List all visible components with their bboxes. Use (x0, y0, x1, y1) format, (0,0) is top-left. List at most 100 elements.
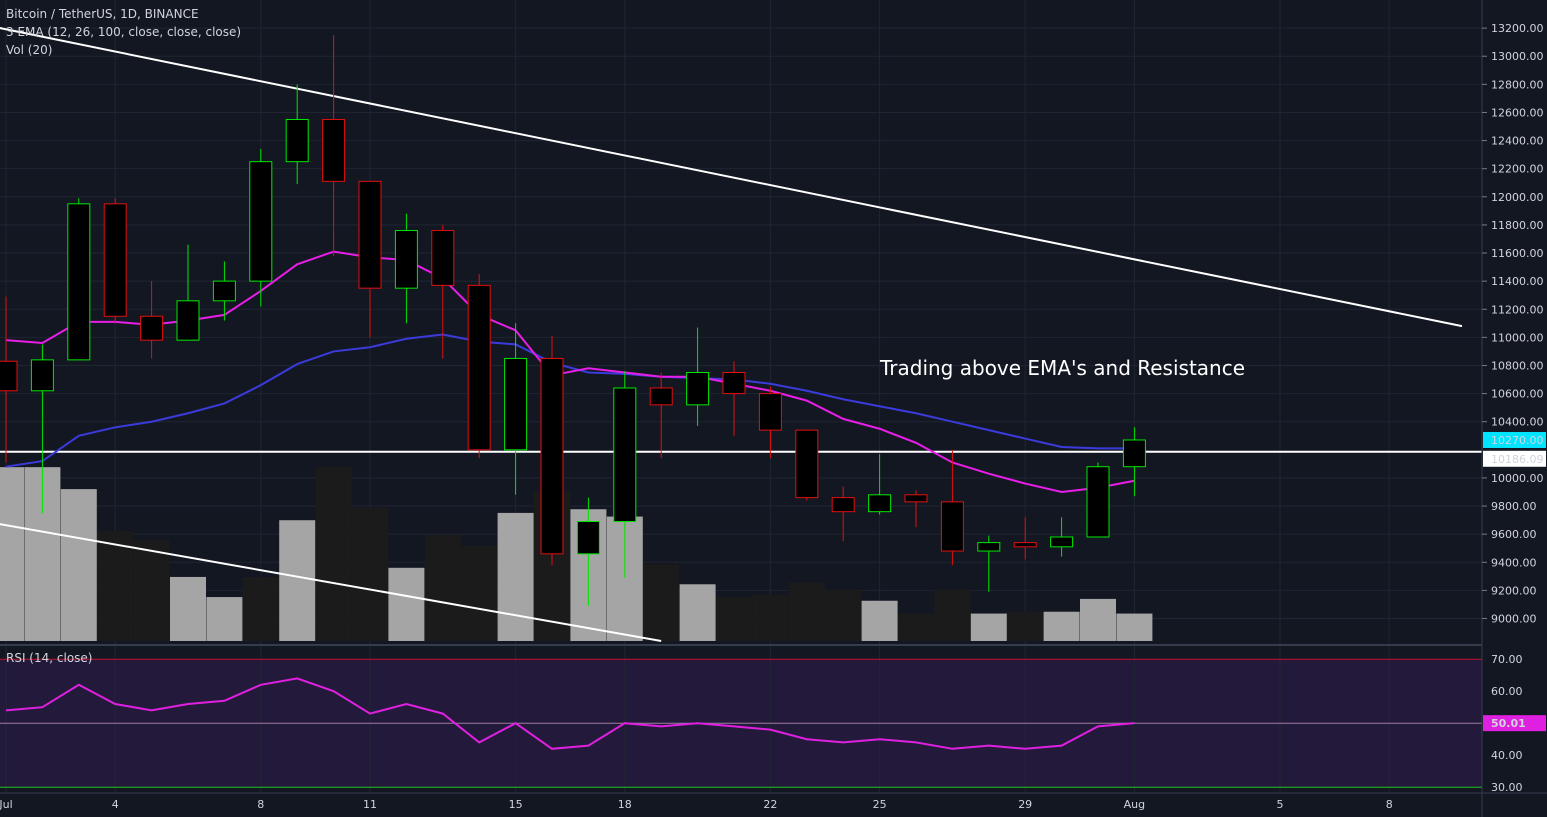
candle-18 (613, 371, 637, 578)
candle-7 (212, 261, 236, 321)
candle-body (358, 180, 382, 289)
volume-bar-13 (424, 534, 461, 641)
candle-23 (795, 429, 819, 501)
candle-body (758, 393, 782, 431)
rsi-current-box (1483, 715, 1546, 732)
volume-bar-4 (97, 531, 134, 641)
candle-body (649, 387, 673, 406)
candle-16 (540, 335, 564, 566)
candle-body (540, 357, 564, 555)
volume-bar-26 (898, 613, 934, 641)
candle-body (67, 203, 91, 361)
candle-15 (504, 323, 528, 495)
price-tick-label: 12000.00 (1491, 191, 1544, 204)
rsi-tick-label: 30.00 (1491, 781, 1523, 794)
volume-bar-27 (934, 589, 971, 641)
candle-14 (467, 274, 491, 459)
volume-bar-19 (643, 564, 680, 641)
time-tick-label: 5 (1277, 798, 1284, 811)
candle-9 (285, 84, 309, 185)
candle-body (1122, 439, 1146, 468)
candle-21 (722, 361, 746, 436)
price-tick-label: 12200.00 (1491, 163, 1544, 176)
price-tick-label: 13200.00 (1491, 22, 1544, 35)
candle-body (576, 521, 600, 555)
candle-11 (358, 180, 382, 338)
price-tick-label: 9800.00 (1491, 500, 1537, 513)
candle-8 (249, 149, 273, 307)
candle-body (176, 300, 200, 341)
candle-body (1013, 542, 1037, 548)
candle-22 (758, 386, 782, 459)
ema-study-label[interactable]: 3 EMA (12, 26, 100, close, close, close) (6, 25, 242, 39)
volume-bar-9 (279, 520, 316, 641)
price-tick-label: 9200.00 (1491, 584, 1537, 597)
candle-12 (394, 213, 418, 324)
candle-body (1086, 466, 1110, 538)
candle-body (613, 387, 637, 523)
volume-bar-7 (206, 597, 243, 641)
candle-20 (686, 327, 710, 426)
price-tick-label: 9000.00 (1491, 613, 1537, 626)
time-tick-label: 18 (618, 798, 632, 811)
candle-body (504, 357, 528, 451)
volume-bar-5 (133, 540, 170, 641)
rsi-study-label[interactable]: RSI (14, close) (6, 651, 93, 665)
price-tick-label: 9600.00 (1491, 528, 1537, 541)
time-tick-label: Jul (0, 798, 13, 811)
price-tick-label: 13000.00 (1491, 50, 1544, 63)
price-tick-label: 11600.00 (1491, 247, 1544, 260)
level-price-label: 10186.09 (1491, 453, 1544, 466)
time-tick-label: 29 (1018, 798, 1032, 811)
candle-27 (940, 449, 964, 566)
price-tick-label: 12400.00 (1491, 135, 1544, 148)
candle-body (940, 501, 964, 552)
price-tick-label: 11200.00 (1491, 303, 1544, 316)
candle-body (686, 372, 710, 406)
last-price-box (1483, 431, 1546, 448)
candle-body (977, 542, 1001, 552)
volume-bar-6 (170, 576, 206, 641)
candle-32 (1122, 427, 1146, 497)
volume-bar-24 (825, 589, 862, 641)
candle-1 (0, 296, 18, 463)
time-tick-label: 4 (112, 798, 119, 811)
candle-10 (322, 35, 346, 256)
candle-13 (431, 224, 455, 359)
candle-body (868, 494, 892, 513)
price-axis-panel (1482, 0, 1547, 817)
price-tick-label: 12800.00 (1491, 78, 1544, 91)
candle-body (140, 315, 164, 341)
candle-17 (576, 497, 600, 606)
candle-body (285, 118, 309, 163)
candle-body (1050, 536, 1074, 548)
candle-25 (868, 454, 892, 515)
candle-body (249, 161, 273, 282)
candle-5 (140, 281, 164, 359)
candle-body (722, 372, 746, 395)
candle-body (467, 284, 491, 451)
rsi-line (5, 677, 1135, 750)
price-tick-label: 10800.00 (1491, 359, 1544, 372)
volume-bar-23 (788, 582, 825, 641)
candle-body (831, 497, 855, 513)
candle-26 (904, 490, 928, 528)
candle-4 (103, 198, 127, 324)
ema-slow-line (5, 333, 1135, 468)
volume-bar-12 (388, 567, 425, 641)
volume-study-label[interactable]: Vol (20) (6, 43, 53, 57)
candle-body (904, 494, 928, 503)
candle-29 (1013, 517, 1037, 560)
candle-body (322, 118, 346, 182)
candle-6 (176, 244, 200, 341)
time-tick-label: 11 (363, 798, 377, 811)
volume-bar-10 (315, 467, 352, 641)
time-tick-label: 15 (509, 798, 523, 811)
candle-body (795, 429, 819, 499)
time-tick-label: 8 (1386, 798, 1393, 811)
volume-bar-1 (0, 467, 24, 641)
symbol-title: Bitcoin / TetherUS, 1D, BINANCE (6, 7, 199, 21)
candle-body (0, 360, 18, 392)
price-tick-label: 10000.00 (1491, 472, 1544, 485)
